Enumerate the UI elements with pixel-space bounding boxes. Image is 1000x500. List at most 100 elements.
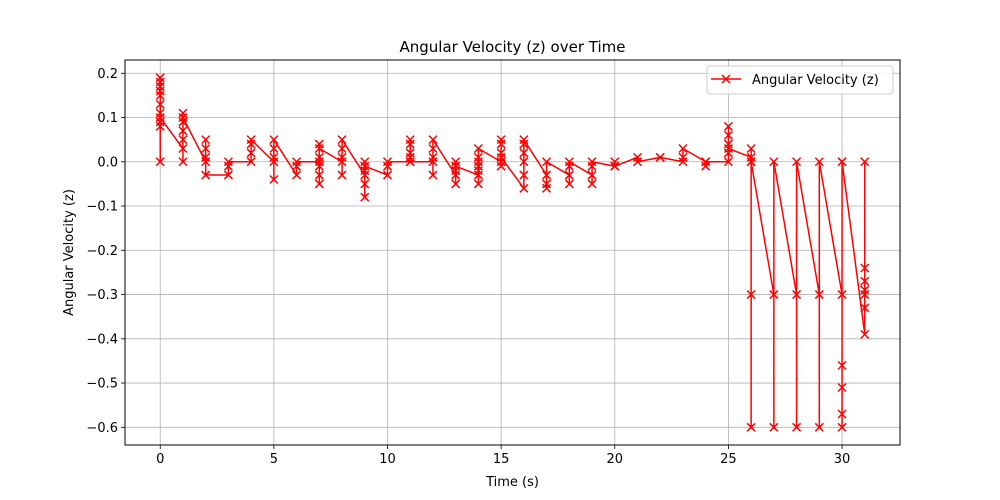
data-point-marker: [269, 143, 279, 154]
data-point-marker: [837, 409, 847, 419]
data-point-marker: [769, 422, 779, 432]
y-tick-label: −0.6: [86, 421, 118, 436]
x-tick-label: 0: [156, 452, 164, 467]
y-tick-label: 0.2: [97, 67, 118, 82]
data-point-marker: [269, 135, 279, 145]
data-point-marker: [360, 192, 370, 202]
ticks: 0 5 10 15 20 25 30 0.2 0.1 0.0 −0.1 −0.2 −0.3 −0.4 −0.…: [86, 67, 850, 467]
data-point-marker: [837, 290, 847, 300]
data-point-marker: [428, 135, 438, 145]
data-point-marker: [678, 152, 688, 162]
data-point-marker: [564, 179, 574, 189]
data-point-marker: [792, 157, 802, 167]
data-point-marker: [201, 152, 211, 162]
data-point-marker: [860, 285, 870, 295]
x-axis-label: Time (s): [485, 475, 539, 490]
data-point-marker: [155, 99, 165, 109]
data-point-marker: [473, 152, 483, 162]
data-point-marker: [496, 152, 506, 162]
data-point-marker: [360, 179, 370, 189]
data-point-marker: [564, 170, 574, 180]
plot-frame: [124, 59, 901, 446]
data-point-marker: [314, 152, 324, 162]
data-point-marker: [792, 290, 802, 300]
x-tick-label: 25: [720, 452, 737, 467]
chart-title: Angular Velocity (z) over Time: [400, 38, 626, 56]
data-point-marker: [723, 121, 733, 131]
data-point-marker: [314, 170, 324, 180]
x-tick-label: 30: [834, 452, 851, 467]
data-point-marker: [155, 157, 165, 167]
data-point-marker: [201, 143, 211, 154]
data-point-marker: [473, 161, 483, 171]
legend-marker: [721, 74, 731, 84]
data-point-marker: [746, 143, 756, 154]
data-point-marker: [814, 290, 824, 300]
data-point-marker: [473, 179, 483, 189]
data-point-marker: [246, 135, 256, 145]
data-point-marker: [269, 152, 279, 162]
data-point-marker: [837, 422, 847, 432]
data-point-marker: [178, 143, 188, 154]
data-point-marker: [723, 143, 733, 154]
data-point-marker: [632, 157, 643, 167]
y-tick-label: −0.5: [86, 377, 118, 392]
data-point-marker: [587, 170, 597, 180]
data-point-marker: [860, 329, 870, 339]
data-point-marker: [382, 170, 393, 180]
data-point-marker: [587, 179, 597, 189]
series-line: [159, 76, 866, 429]
data-point-marker: [269, 174, 279, 185]
data-point-marker: [337, 152, 347, 162]
data-point-marker: [860, 276, 870, 286]
data-point-marker: [860, 303, 870, 313]
data-point-marker: [178, 157, 188, 167]
y-tick-label: −0.3: [86, 288, 118, 303]
data-point-marker: [428, 143, 438, 154]
series-layer: [155, 73, 870, 432]
y-tick-label: −0.4: [86, 332, 118, 347]
data-point-marker: [314, 161, 324, 171]
data-point-marker: [587, 157, 597, 167]
data-point-marker: [519, 183, 529, 193]
x-tick-label: 10: [379, 452, 396, 467]
data-point-marker: [519, 135, 529, 145]
data-point-marker: [451, 179, 461, 189]
data-point-marker: [542, 170, 552, 180]
data-point-marker: [723, 157, 733, 167]
data-point-marker: [337, 143, 347, 154]
data-point-marker: [360, 161, 370, 171]
data-point-marker: [519, 157, 529, 167]
data-point-marker: [792, 422, 802, 432]
data-point-marker: [837, 360, 847, 370]
data-point-marker: [246, 148, 256, 158]
data-point-marker: [155, 112, 165, 123]
data-point-marker: [201, 170, 211, 180]
data-point-marker: [610, 161, 620, 171]
data-point-marker: [314, 179, 324, 189]
data-point-marker: [382, 157, 393, 167]
data-point-marker: [860, 157, 870, 167]
y-tick-label: −0.2: [86, 244, 118, 259]
legend-box: [706, 65, 894, 95]
legend: Angular Velocity (z): [706, 65, 894, 95]
data-point-marker: [246, 157, 256, 167]
y-tick-label: −0.1: [86, 200, 118, 215]
data-point-marker: [814, 422, 824, 432]
data-point-marker: [155, 73, 165, 83]
data-point-marker: [769, 290, 779, 300]
y-tick-label: 0.1: [97, 111, 118, 126]
data-point-marker: [337, 135, 347, 145]
data-point-marker: [405, 148, 415, 158]
data-point-marker: [769, 157, 779, 167]
data-point-marker: [542, 183, 552, 193]
data-point-marker: [314, 143, 324, 154]
data-point-marker: [746, 157, 756, 167]
data-point-marker: [519, 170, 529, 180]
data-point-marker: [178, 126, 188, 136]
data-point-marker: [292, 157, 302, 167]
x-tick-label: 15: [493, 452, 510, 467]
data-point-marker: [155, 82, 165, 92]
data-point-marker: [201, 135, 211, 145]
